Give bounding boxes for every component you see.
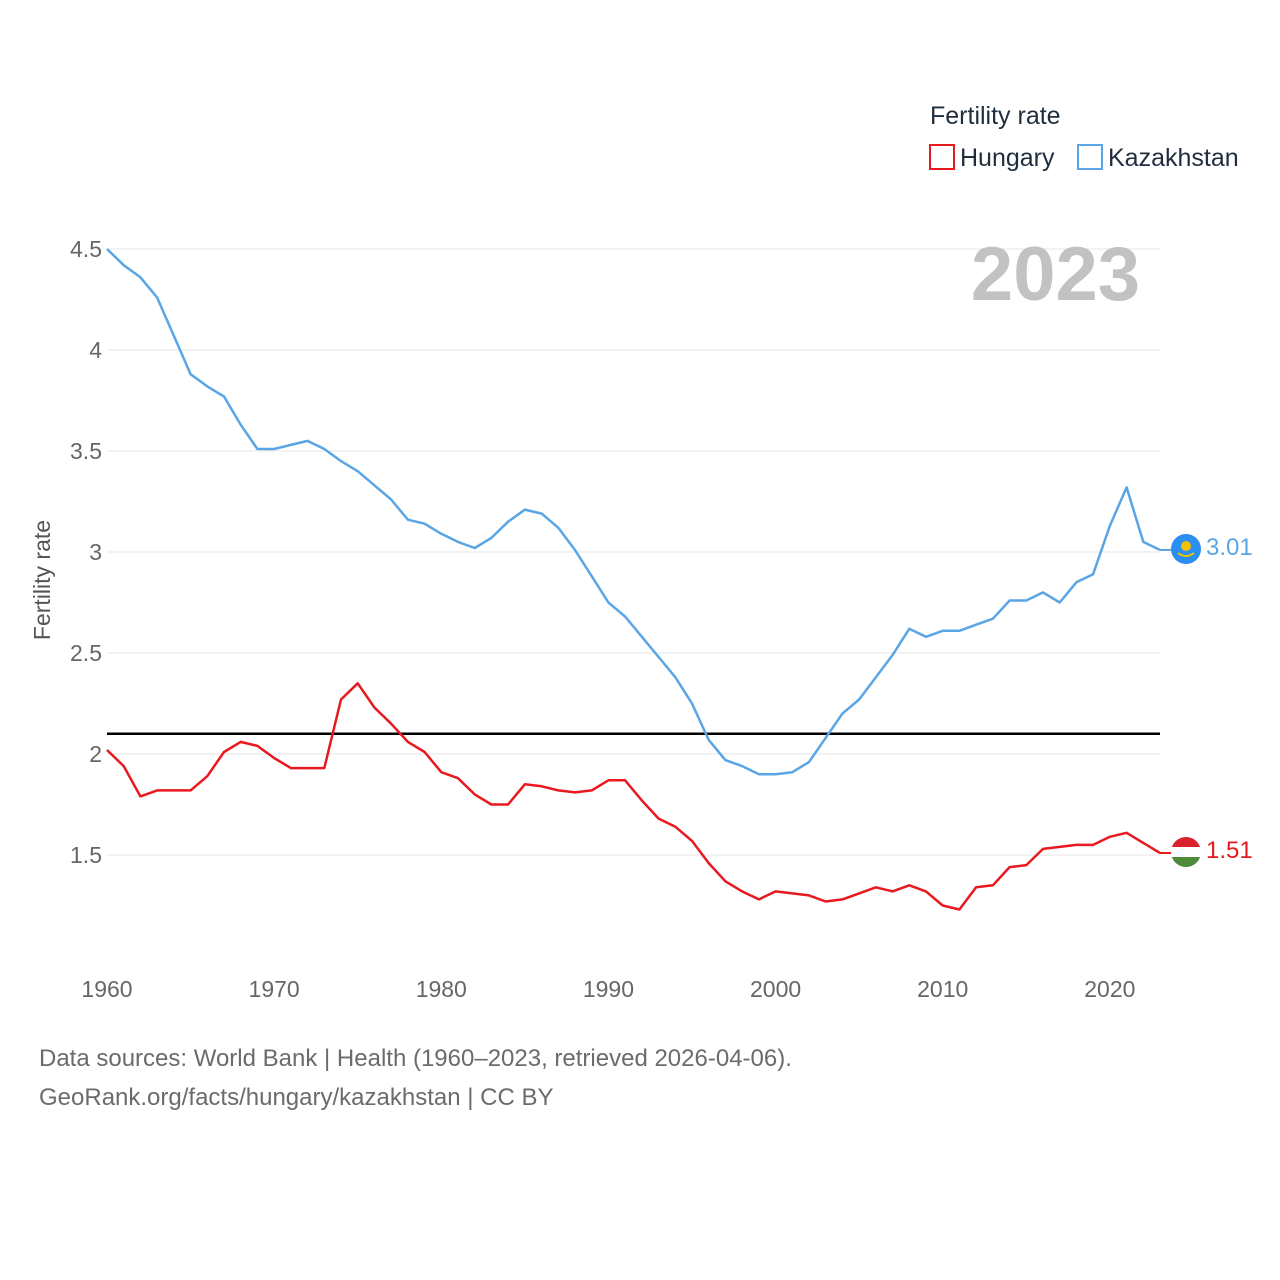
y-tick-label: 2.5	[70, 640, 102, 666]
fertility-chart: 1.5 2 2.5 3 3.5 4 4.5 1960 1970 1980 1990 2000 2010…	[29, 102, 1253, 1002]
y-tick-label: 2	[89, 741, 102, 767]
footer-sources: Data sources: World Bank | Health (1960–…	[39, 1045, 792, 1072]
series-line-kazakhstan[interactable]	[106, 248, 1161, 776]
legend-swatch-kazakhstan[interactable]	[1077, 144, 1103, 170]
y-tick-label: 3	[89, 539, 102, 565]
y-tick-label: 4	[89, 337, 102, 363]
hungary-flag-icon	[1171, 837, 1201, 867]
legend-swatch-hungary[interactable]	[929, 144, 955, 170]
y-tick-label: 4.5	[70, 236, 102, 262]
end-value-hungary: 1.51	[1206, 837, 1253, 864]
x-tick-label: 1960	[81, 976, 132, 1002]
legend-label-kazakhstan[interactable]: Kazakhstan	[1108, 144, 1239, 172]
y-tick-label: 1.5	[70, 842, 102, 868]
end-value-kazakhstan: 3.01	[1206, 534, 1253, 561]
gridlines	[107, 248, 1160, 856]
x-tick-label: 2020	[1084, 976, 1135, 1002]
legend[interactable]: Fertility rate Hungary Kazakhstan	[929, 102, 1239, 172]
series-line-hungary[interactable]	[106, 682, 1161, 911]
x-axis-ticks: 1960 1970 1980 1990 2000 2010 2020	[81, 976, 1135, 1002]
y-axis-ticks: 1.5 2 2.5 3 3.5 4 4.5	[70, 236, 102, 868]
year-label: 2023	[971, 232, 1140, 317]
y-axis-label: Fertility rate	[29, 520, 55, 640]
legend-label-hungary[interactable]: Hungary	[960, 144, 1055, 172]
series-lines	[106, 248, 1172, 911]
legend-title: Fertility rate	[930, 102, 1061, 130]
kazakhstan-flag-icon	[1171, 534, 1201, 564]
x-tick-label: 2010	[917, 976, 968, 1002]
x-tick-label: 1970	[249, 976, 300, 1002]
x-tick-label: 1980	[416, 976, 467, 1002]
footer-attribution: GeoRank.org/facts/hungary/kazakhstan | C…	[39, 1084, 554, 1111]
x-tick-label: 2000	[750, 976, 801, 1002]
y-tick-label: 3.5	[70, 438, 102, 464]
x-tick-label: 1990	[583, 976, 634, 1002]
